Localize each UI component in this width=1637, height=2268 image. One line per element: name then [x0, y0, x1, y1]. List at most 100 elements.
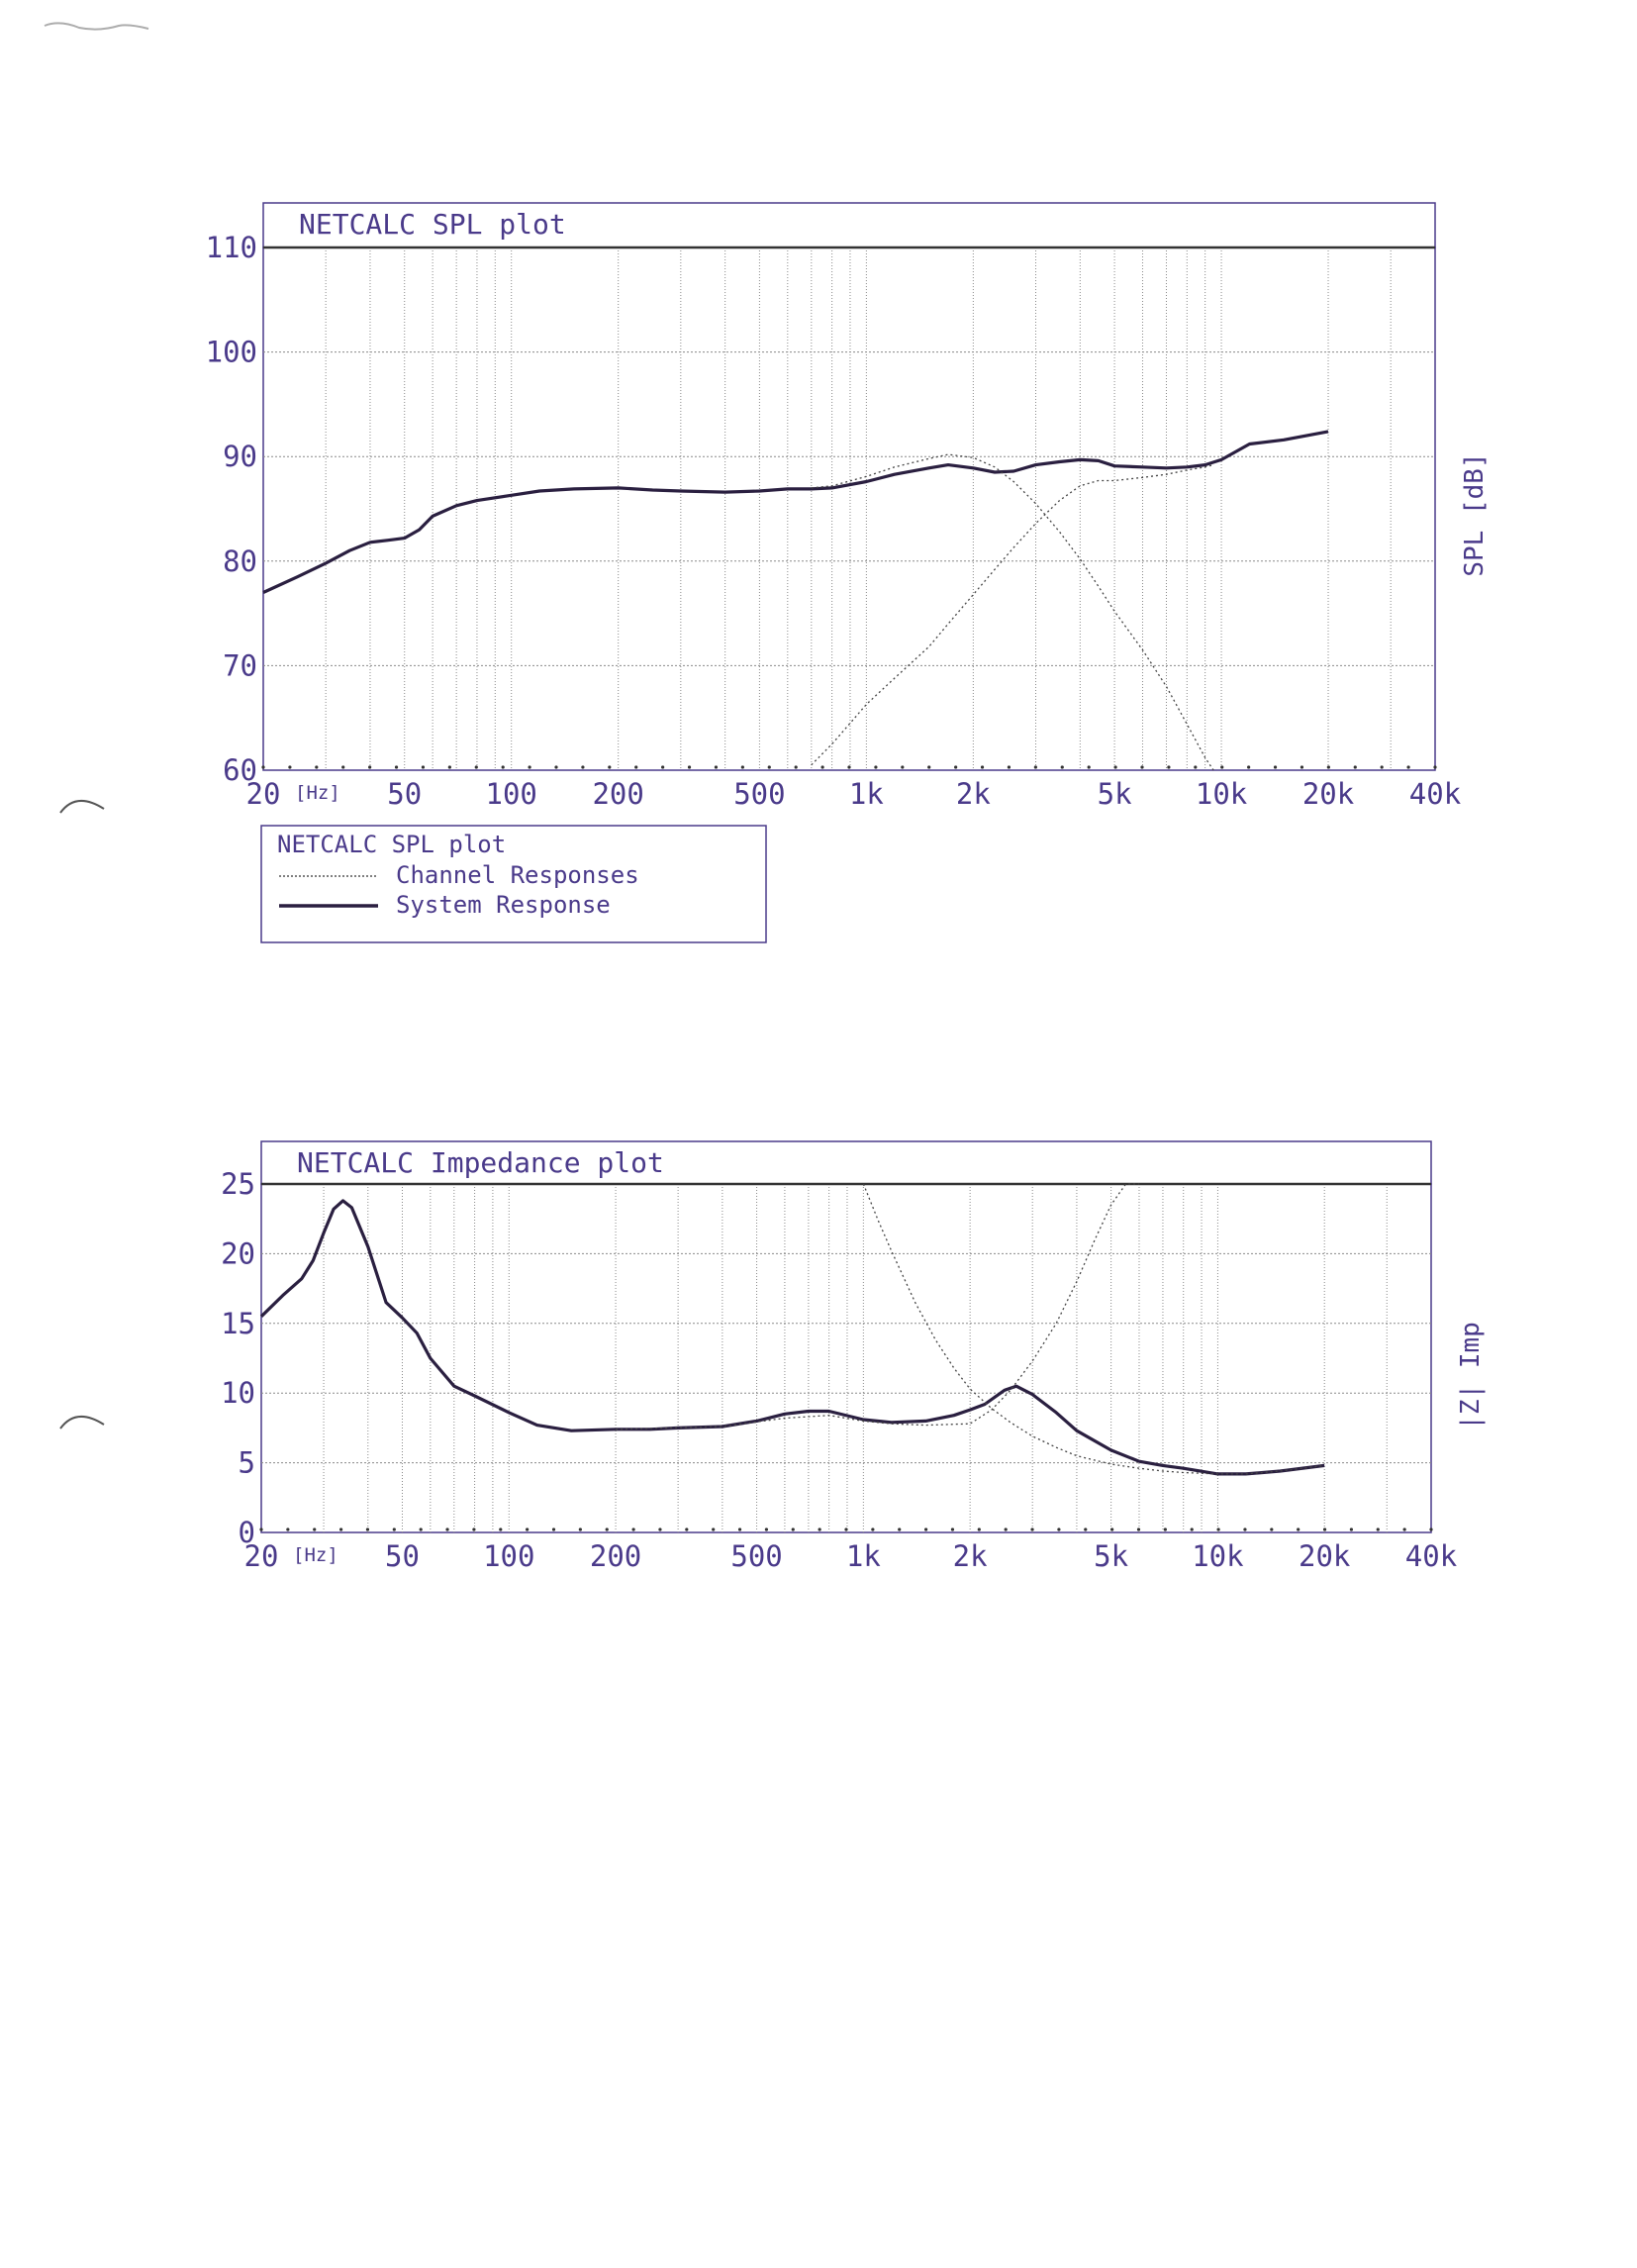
series-line-channel — [811, 463, 1214, 766]
punch-hole-mark-upper — [59, 800, 105, 814]
y-tick-label: 20 — [221, 1236, 255, 1270]
axis-tick-dot — [1084, 1528, 1088, 1531]
axis-tick-dot — [526, 1528, 530, 1531]
axis-tick-dot — [980, 765, 985, 769]
axis-tick-dot — [313, 1528, 317, 1531]
axis-tick-dot — [1087, 765, 1091, 769]
x-tick-label: 40k — [1405, 1539, 1458, 1573]
axis-tick-dot — [1406, 765, 1410, 769]
axis-tick-dot — [1270, 1528, 1274, 1531]
x-tick-label: 200 — [592, 777, 643, 811]
y-tick-label: 15 — [221, 1307, 255, 1340]
axis-tick-dot — [901, 765, 905, 769]
x-tick-label: 20k — [1302, 777, 1355, 811]
y-tick-label: 5 — [239, 1446, 255, 1480]
axis-tick-dot — [1243, 1528, 1247, 1531]
axis-tick-dot — [818, 1528, 821, 1531]
axis-tick-dot — [685, 1528, 689, 1531]
axis-tick-dot — [1004, 1528, 1008, 1531]
y-tick-label: 60 — [223, 753, 257, 787]
axis-tick-dot — [419, 1528, 423, 1531]
axis-tick-dot — [1140, 765, 1144, 769]
x-tick-label: 10k — [1196, 777, 1248, 811]
axis-tick-dot — [1326, 765, 1330, 769]
axis-tick-dot — [1007, 765, 1011, 769]
axis-tick-dot — [794, 765, 798, 769]
y-tick-label: 90 — [223, 440, 257, 473]
axis-tick-dot — [634, 765, 638, 769]
axis-tick-dot — [791, 1528, 795, 1531]
axis-tick-dot — [1216, 1528, 1220, 1531]
axis-tick-dot — [767, 765, 771, 769]
axis-tick-dot — [1110, 1528, 1114, 1531]
chart-title: NETCALC SPL plot — [299, 208, 566, 241]
axis-tick-dot — [923, 1528, 928, 1531]
axis-tick-dot — [472, 1528, 476, 1531]
axis-tick-dot — [1194, 765, 1198, 769]
axis-tick-dot — [605, 1528, 609, 1531]
axis-tick-dot — [844, 1528, 848, 1531]
x-tick-label: 5k — [1094, 1539, 1128, 1573]
axis-tick-dot — [1376, 1528, 1380, 1531]
axis-tick-dot — [820, 765, 824, 769]
axis-tick-dot — [1060, 765, 1064, 769]
y-tick-label: 0 — [239, 1516, 255, 1549]
x-tick-label: 1k — [846, 1539, 881, 1573]
x-tick-label: 200 — [590, 1539, 641, 1573]
x-tick-label: 1k — [849, 777, 884, 811]
axis-tick-dot — [394, 765, 399, 769]
y-tick-label: 110 — [206, 231, 257, 264]
x-tick-label: 20 — [246, 777, 281, 811]
x-tick-label: 10k — [1192, 1539, 1244, 1573]
axis-tick-dot — [1429, 1528, 1433, 1531]
punch-hole-mark-lower — [59, 1416, 105, 1430]
axis-tick-dot — [551, 1528, 556, 1531]
axis-tick-dot — [1349, 1528, 1354, 1531]
plot-frame — [260, 1183, 1432, 1533]
axis-tick-dot — [740, 765, 744, 769]
y-axis-label: |Z| Imp — [1456, 1322, 1486, 1430]
axis-tick-dot — [847, 765, 851, 769]
x-tick-label: 2k — [953, 1539, 988, 1573]
x-tick-label: 5k — [1098, 777, 1132, 811]
axis-tick-dot — [259, 1528, 263, 1531]
x-tick-label: 100 — [486, 777, 537, 811]
axis-tick-dot — [658, 1528, 662, 1531]
series-line-channel — [811, 453, 1214, 771]
axis-tick-dot — [1247, 765, 1251, 769]
legend-title: NETCALC SPL plot — [277, 831, 506, 858]
series-line-system — [259, 1199, 1325, 1476]
axis-tick-dot — [421, 765, 426, 769]
y-tick-label: 10 — [221, 1376, 255, 1410]
axis-tick-dot — [1353, 765, 1357, 769]
axis-tick-dot — [1030, 1528, 1034, 1531]
axis-tick-dot — [764, 1528, 769, 1531]
x-tick-label: 40k — [1409, 777, 1462, 811]
axis-tick-dot — [1322, 1528, 1327, 1531]
axis-tick-dot — [1136, 1528, 1141, 1531]
axis-tick-dot — [368, 765, 372, 769]
axis-tick-dot — [338, 1528, 343, 1531]
axis-tick-dot — [608, 765, 612, 769]
axis-tick-dot — [286, 1528, 290, 1531]
axis-tick-dot — [341, 765, 345, 769]
x-tick-label: 100 — [483, 1539, 534, 1573]
axis-tick-dot — [1167, 765, 1171, 769]
axis-tick-dot — [712, 1528, 716, 1531]
axis-tick-dot — [1057, 1528, 1061, 1531]
plot-frame — [262, 247, 1436, 771]
legend-entry-label: Channel Responses — [396, 861, 639, 889]
legend-box — [260, 825, 767, 943]
axis-tick-dot — [1273, 765, 1278, 769]
axis-tick-dot — [528, 765, 531, 769]
series-line-channel — [862, 1183, 1325, 1475]
axis-tick-dot — [1300, 765, 1304, 769]
scan-smudge-top-left — [44, 22, 149, 31]
axis-tick-dot — [631, 1528, 635, 1531]
axis-tick-dot — [714, 765, 719, 769]
chart-title: NETCALC Impedance plot — [297, 1146, 664, 1179]
axis-tick-dot — [1433, 765, 1437, 769]
axis-tick-dot — [950, 1528, 955, 1531]
axis-tick-dot — [261, 765, 265, 769]
